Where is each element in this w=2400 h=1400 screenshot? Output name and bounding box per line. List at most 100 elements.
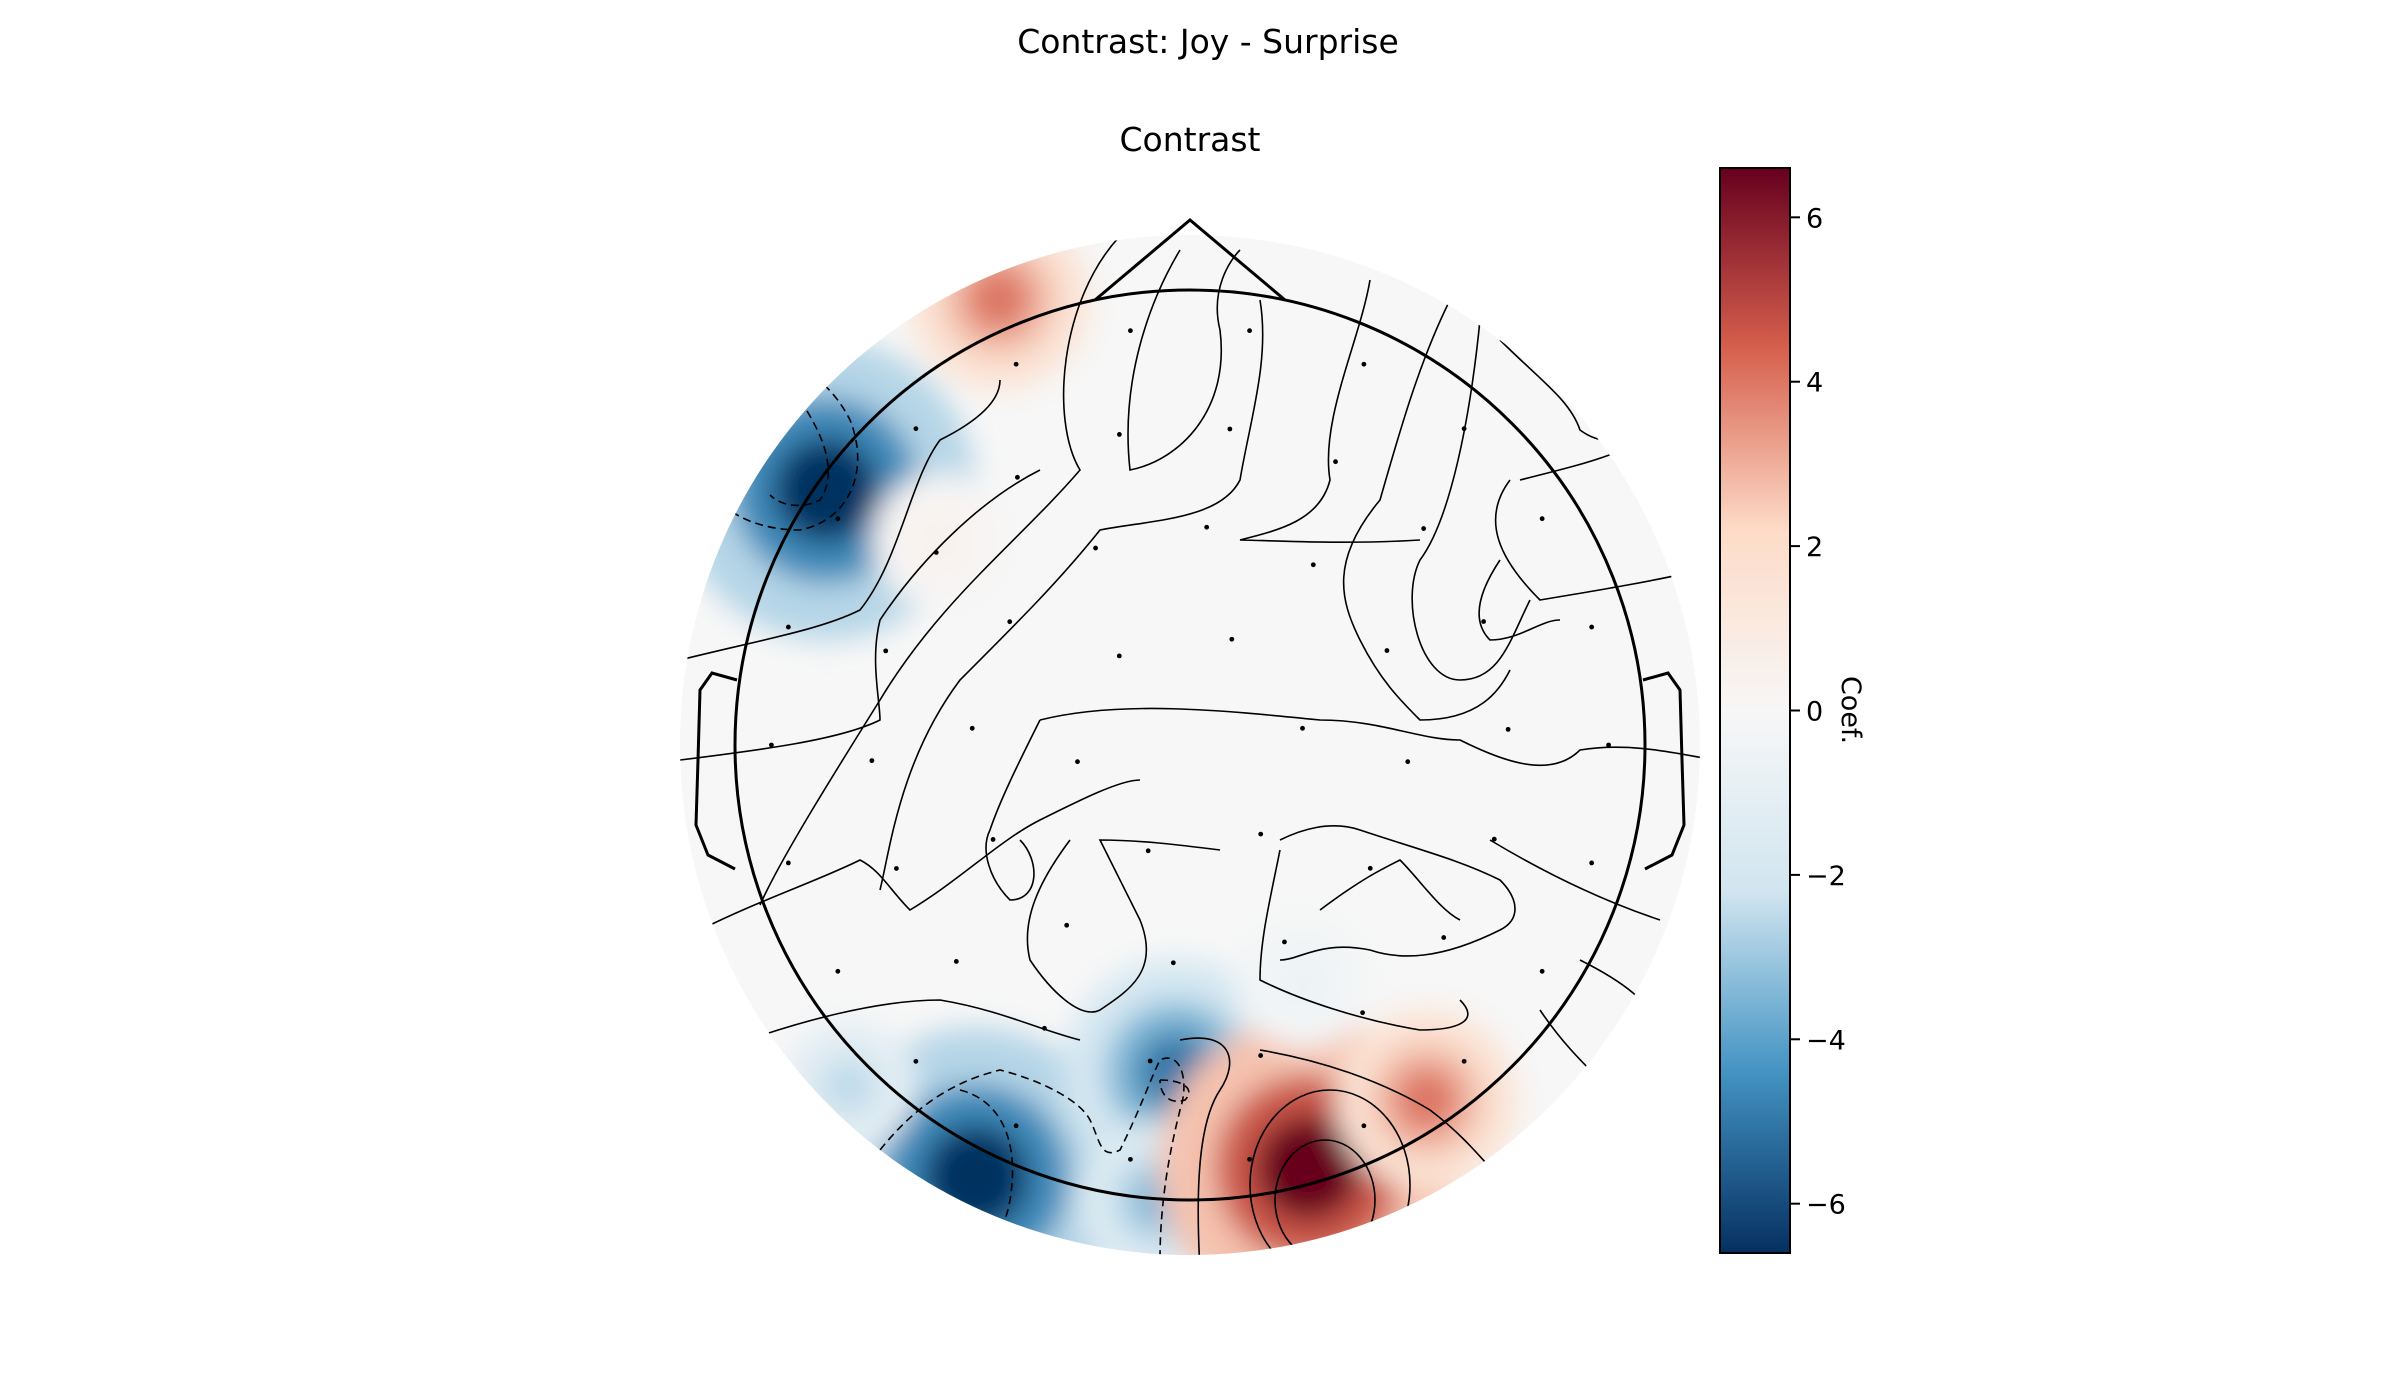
sensor-marker (835, 968, 841, 974)
colorbar-tick-label: −4 (1806, 1025, 1846, 1056)
right-ear (1642, 671, 1686, 871)
sensor-marker (1042, 1025, 1047, 1031)
contour-line (699, 779, 1141, 931)
sensor-marker (1064, 922, 1070, 928)
field-blob-left-central (916, 516, 964, 564)
sensor-marker (894, 866, 899, 871)
contour-line (985, 719, 1041, 901)
contour-line (1319, 859, 1461, 921)
colorbar-tick-label: 4 (1806, 368, 1823, 399)
sensor-marker (1405, 759, 1411, 765)
colorbar-tick-label: 0 (1806, 697, 1823, 728)
contour-line (1274, 1139, 1376, 1255)
contour-line (1259, 849, 1469, 1031)
sensor-marker (1015, 474, 1020, 480)
contour-line (1127, 249, 1241, 471)
colorbar-gradient (1719, 167, 1791, 1254)
contour-line (1179, 1037, 1231, 1255)
contour-line (769, 399, 830, 507)
sensor-marker (969, 725, 975, 731)
sensor-marker (1461, 426, 1467, 432)
sensor-marker (1310, 562, 1316, 568)
sensor-marker (1481, 619, 1486, 624)
contour-line (1249, 1089, 1411, 1255)
sensor-marker (1013, 1123, 1019, 1129)
field-blob-left-prefrontal (967, 267, 1031, 331)
field-blob-left-frontal (773, 437, 879, 543)
sensor-marker (1075, 759, 1080, 765)
contour-line (879, 299, 1264, 891)
contour-line (1489, 839, 1661, 921)
sensor-marker (933, 550, 939, 555)
field-blob-left-occipital-lateral (825, 1062, 873, 1110)
head-circle (733, 288, 1647, 1202)
sensor-marker (1589, 624, 1595, 630)
sensor-marker (1204, 524, 1210, 530)
sensor-marker (1116, 653, 1122, 659)
colorbar-tick-label: −2 (1806, 861, 1846, 892)
sensor-marker (785, 860, 791, 866)
colorbar-label: Coef. (1835, 676, 1866, 744)
contour-line (1039, 707, 1700, 766)
colorbar: 6 4 2 0 −2 −4 −6 Coef. (1719, 167, 1866, 1254)
sensor-marker (1367, 865, 1373, 871)
sensor-marker (1539, 516, 1545, 522)
sensor-marker (835, 516, 841, 522)
left-ear (694, 671, 738, 871)
sensor-marker (913, 426, 919, 432)
sensor-marker (1384, 648, 1390, 653)
contour-line (1411, 319, 1531, 681)
sensor-marker (1247, 328, 1252, 334)
colorbar-tick-label: −6 (1806, 1190, 1846, 1221)
sensor-marker (1606, 742, 1611, 748)
sensor-marker (1128, 1156, 1133, 1162)
head-outline (694, 218, 1686, 1202)
colorbar-tick-label: 6 (1806, 203, 1823, 234)
sensor-marker (1421, 526, 1427, 531)
axes-title: Contrast (1119, 120, 1260, 159)
sensor-marker (1258, 831, 1264, 837)
sensor-marker (1282, 939, 1287, 945)
contour-line (719, 999, 1081, 1051)
sensor-marker (1361, 1123, 1367, 1129)
sensor-marker (1505, 726, 1511, 732)
contour-line (1159, 1079, 1190, 1102)
sensor-marker (953, 959, 959, 964)
colorbar-ticks: 6 4 2 0 −2 −4 −6 (1790, 203, 1846, 1221)
sensor-markers (769, 328, 1611, 1162)
sensor-marker (1441, 935, 1447, 940)
sensor-marker (785, 624, 791, 630)
sensor-marker (1247, 1156, 1252, 1162)
sensor-marker (1093, 545, 1098, 551)
sensor-marker (1170, 960, 1176, 966)
contour-line (1478, 559, 1561, 641)
contour-line (759, 235, 1121, 906)
sensor-marker (1361, 361, 1367, 367)
field-blob-right-occipital (1255, 1115, 1361, 1221)
sensor-marker (883, 648, 889, 654)
sensor-marker (1300, 725, 1305, 731)
sensor-marker (769, 742, 774, 748)
figure-suptitle: Contrast: Joy - Surprise (1017, 22, 1399, 61)
colorbar-tick-label: 2 (1806, 532, 1823, 563)
contour-line (1342, 299, 1511, 721)
contour-line (680, 379, 1001, 661)
sensor-marker (1013, 361, 1019, 367)
sensor-marker (1145, 848, 1151, 854)
sensor-marker (1007, 619, 1013, 625)
sensor-marker (1227, 426, 1233, 432)
field-blob-right-occipital-lateral (1394, 1068, 1459, 1132)
topomap (680, 218, 1700, 1255)
sensor-marker (1360, 1010, 1365, 1016)
sensor-marker (1147, 1058, 1153, 1064)
sensor-marker (1461, 1058, 1467, 1064)
contour-line (879, 1057, 1185, 1255)
contour-line (1494, 479, 1700, 601)
nose (1094, 218, 1286, 302)
contour-line (680, 469, 1041, 761)
sensor-marker (1333, 459, 1338, 465)
contour-line (1279, 825, 1516, 961)
field-blob-right-parietal (1280, 957, 1328, 1006)
sensor-marker (1589, 860, 1595, 866)
